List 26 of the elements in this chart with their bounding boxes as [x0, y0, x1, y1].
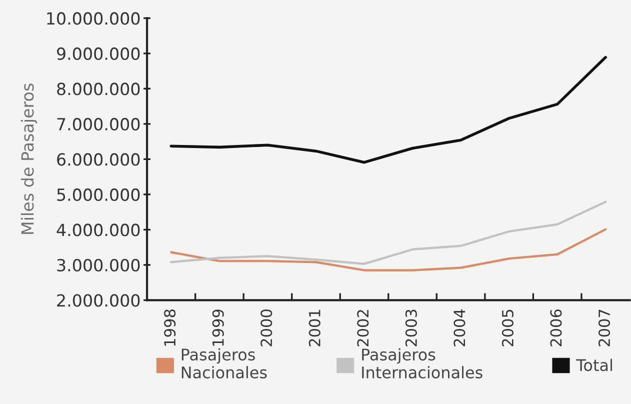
y-tick-label: 3.000.000 [57, 258, 140, 272]
x-tick-label: 2001 [308, 310, 320, 346]
x-tick-label: 1998 [164, 310, 176, 346]
y-tick-label: 10.000.000 [47, 12, 140, 25]
x-tick-label: 2003 [405, 310, 417, 346]
line-series [170, 200, 607, 265]
y-tick-label: 4.000.000 [56, 224, 140, 236]
x-tick-label: 2002 [357, 310, 369, 346]
legend-label: Total [576, 358, 612, 372]
y-tick-label: 8.000.000 [57, 82, 140, 96]
line-series [170, 228, 607, 272]
x-tick-label: 2005 [502, 310, 514, 346]
x-tick-label: 2000 [260, 310, 272, 346]
x-tick-label: 2004 [454, 309, 466, 346]
legend-label: Pasajeros Nacionales [182, 348, 267, 378]
y-tick-label: 5.000.000 [57, 188, 140, 201]
legend-label: Pasajeros Internacionales [362, 348, 482, 378]
y-axis-title: Miles de Pasajeros [20, 84, 38, 234]
line-series [170, 56, 607, 164]
x-tick-label: 1999 [212, 310, 224, 346]
y-tick-label: 7.000.000 [57, 118, 140, 130]
y-tick-label: 9.000.000 [57, 47, 140, 60]
x-tick-label: 2007 [598, 310, 610, 346]
x-tick-label: 2006 [550, 309, 562, 346]
y-tick-label: 2.000.000 [57, 294, 140, 307]
y-tick-label: 6.000.000 [57, 153, 140, 166]
